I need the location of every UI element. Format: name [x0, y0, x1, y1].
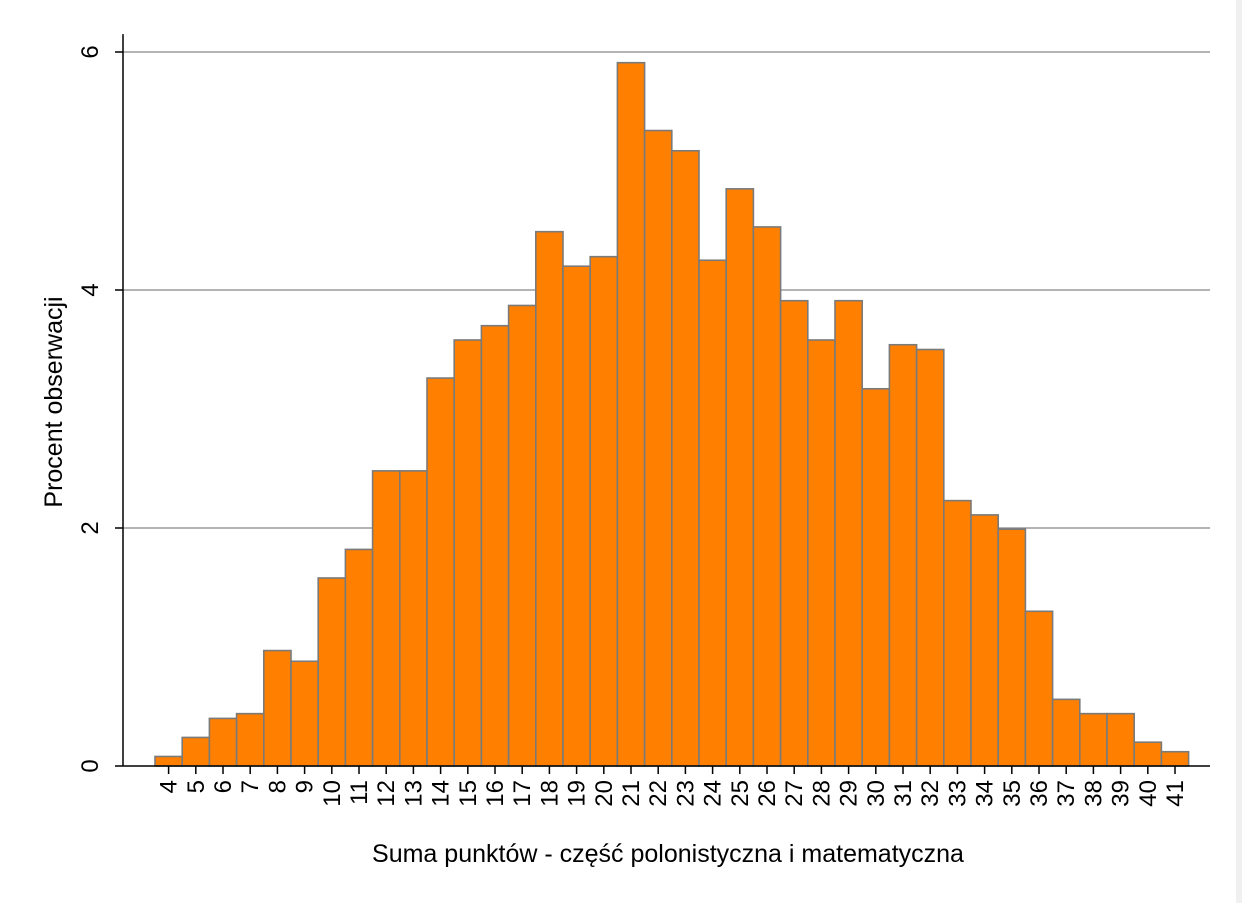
bar-38 [1079, 712, 1108, 767]
x-tick-label-41: 41 [1162, 780, 1189, 807]
bar-31 [888, 343, 918, 767]
x-tick-label-19: 19 [564, 780, 591, 807]
bar-21 [616, 61, 646, 767]
bar-41 [1160, 750, 1190, 767]
x-tick-label-20: 20 [591, 780, 618, 807]
axis-labels: Procent obserwacji Suma punktów - część … [40, 296, 964, 868]
x-tick-label-36: 36 [1026, 780, 1053, 807]
bar-14 [426, 377, 456, 767]
x-tick-label-7: 7 [237, 780, 264, 793]
bar-39 [1106, 712, 1136, 767]
bar-32 [915, 348, 945, 767]
x-tick-label-21: 21 [618, 780, 645, 807]
bar-30 [861, 387, 891, 767]
x-tick-label-30: 30 [863, 780, 890, 807]
x-tick-label-25: 25 [727, 780, 754, 807]
bar-12 [371, 470, 401, 767]
x-tick-label-12: 12 [373, 780, 400, 807]
bar-36 [1024, 610, 1054, 767]
bar-5 [181, 736, 211, 767]
bar-6 [208, 717, 238, 767]
bar-17 [507, 304, 537, 767]
x-tick-label-17: 17 [509, 780, 536, 807]
x-tick-label-33: 33 [944, 780, 971, 807]
x-tick-label-4: 4 [156, 780, 183, 793]
x-axis-label: Suma punktów - część polonistyczna i mat… [372, 840, 964, 868]
x-tick-label-35: 35 [999, 780, 1026, 807]
bar-24 [698, 259, 728, 767]
x-tick-label-29: 29 [836, 780, 863, 807]
x-tick-label-31: 31 [890, 780, 917, 807]
x-tick-label-18: 18 [536, 780, 563, 807]
bar-23 [670, 149, 700, 767]
x-tick-label-6: 6 [210, 780, 237, 793]
bar-20 [589, 255, 619, 767]
y-tick-label-4: 4 [77, 283, 104, 296]
bar-40 [1133, 741, 1163, 767]
x-tick-label-8: 8 [264, 780, 291, 793]
bar-16 [480, 324, 510, 767]
x-tick-label-23: 23 [672, 780, 699, 807]
x-tick-label-15: 15 [455, 780, 482, 807]
bar-29 [834, 299, 864, 767]
x-tick-label-22: 22 [645, 780, 672, 807]
x-tick-label-16: 16 [482, 780, 509, 807]
y-tick-label-2: 2 [77, 521, 104, 534]
bar-26 [752, 226, 782, 767]
bar-27 [779, 299, 809, 767]
bar-19 [562, 265, 592, 767]
bar-34 [970, 514, 1000, 767]
x-tick-label-28: 28 [808, 780, 835, 807]
bar-13 [398, 470, 428, 767]
bars [154, 61, 1190, 767]
bar-9 [290, 660, 320, 767]
x-tick-label-11: 11 [346, 780, 373, 805]
x-tick-label-14: 14 [428, 780, 455, 807]
bar-33 [942, 499, 972, 767]
x-tick-label-32: 32 [917, 780, 944, 807]
bar-8 [262, 649, 292, 767]
x-tick-label-39: 39 [1108, 780, 1135, 807]
bar-18 [534, 230, 564, 767]
bar-4 [154, 755, 184, 767]
bar-28 [806, 339, 836, 767]
x-tick-label-5: 5 [183, 780, 210, 793]
right-edge-strip [1236, 0, 1242, 903]
bar-35 [997, 528, 1027, 767]
x-tick-label-34: 34 [972, 780, 999, 807]
bar-11 [344, 548, 374, 767]
bar-15 [453, 339, 483, 767]
x-tick-label-9: 9 [292, 780, 319, 793]
y-axis-label: Procent obserwacji [40, 296, 68, 507]
bar-7 [235, 712, 265, 767]
x-tick-label-26: 26 [754, 780, 781, 807]
y-tick-label-0: 0 [77, 759, 104, 772]
x-tick-label-40: 40 [1135, 780, 1162, 807]
x-tick-label-13: 13 [400, 780, 427, 807]
y-tick-label-6: 6 [77, 45, 104, 58]
x-tick-label-38: 38 [1080, 780, 1107, 807]
x-tick-label-24: 24 [700, 780, 727, 807]
bar-10 [317, 577, 347, 767]
x-tick-label-37: 37 [1053, 780, 1080, 807]
bar-37 [1051, 698, 1081, 767]
x-tick-label-27: 27 [781, 780, 808, 807]
bar-25 [725, 188, 755, 767]
bar-22 [643, 129, 673, 767]
x-tick-label-10: 10 [319, 780, 346, 807]
